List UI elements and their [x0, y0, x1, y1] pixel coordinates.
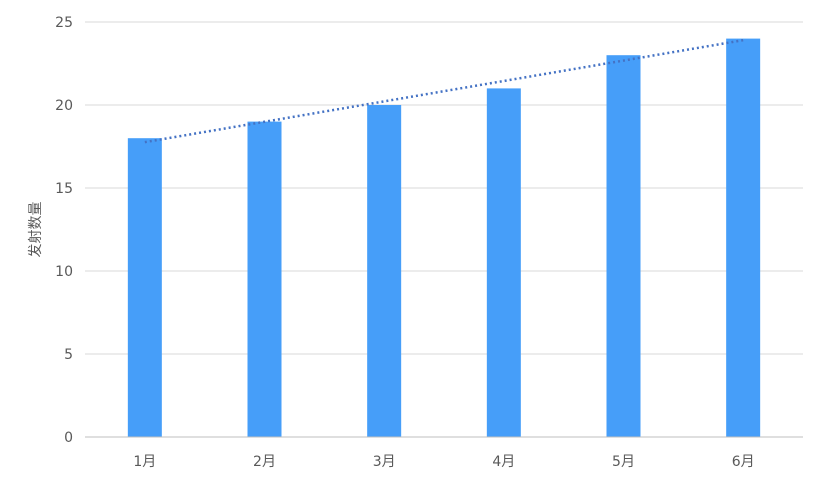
y-tick-label: 15: [55, 181, 73, 197]
y-axis-title: 发射数量: [28, 202, 44, 258]
bar: [726, 38, 761, 437]
x-tick-label: 3月: [373, 454, 396, 470]
trendline: [144, 38, 744, 144]
bar: [367, 105, 402, 437]
y-tick-label: 10: [55, 264, 73, 280]
x-tick-label: 2月: [253, 454, 276, 470]
x-tick-label: 6月: [732, 454, 755, 470]
bar: [127, 138, 162, 437]
y-tick-label: 20: [55, 98, 73, 114]
bars: [127, 38, 761, 438]
x-tick-label: 5月: [612, 454, 635, 470]
y-tick-label: 25: [55, 15, 73, 31]
bar: [247, 121, 282, 437]
y-gridlines: [85, 21, 803, 355]
bar: [606, 55, 641, 437]
y-tick-label: 0: [64, 430, 73, 446]
x-tick-label: 4月: [492, 454, 515, 470]
x-tick-label: 1月: [133, 454, 156, 470]
y-tick-labels: 0 5 10 15 20 25: [55, 15, 73, 446]
y-tick-label: 5: [64, 347, 73, 363]
bar: [486, 88, 521, 438]
x-tick-labels: 1月 2月 3月 4月 5月 6月: [133, 454, 754, 470]
